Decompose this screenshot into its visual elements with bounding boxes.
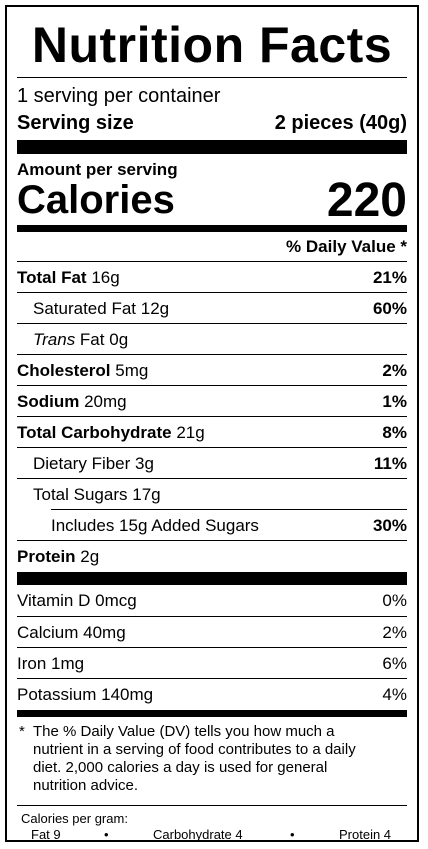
nutrient-row-trans-fat: Trans Fat 0g [17,325,407,354]
nutrient-amount: 17g [132,484,161,504]
vitamin-row-calcium: Calcium 40mg 2% [17,618,407,647]
cpg-bullet: • [290,827,295,842]
daily-value-header-row: % Daily Value * [17,234,407,260]
nutrient-name: Includes 15g Added Sugars [51,515,259,535]
vitamin-row-vitamin-d: Vitamin D 0mcg 0% [17,586,407,616]
divider-thick [17,140,407,154]
divider-thin [17,77,407,78]
daily-value-header: % Daily Value * [286,237,407,256]
nutrient-row-total-carbohydrate: Total Carbohydrate 21g 8% [17,418,407,447]
vitamin-name: Vitamin D [17,591,91,610]
nutrient-amount: 20mg [84,391,127,411]
divider-thin [17,805,407,806]
divider-thick [17,572,407,585]
nutrient-name: Total Sugars [33,484,128,504]
nutrient-row-added-sugars: Includes 15g Added Sugars 30% [17,511,407,540]
nutrient-dv: 60% [372,298,407,318]
divider-medium [17,225,407,232]
cpg-fat: Fat 9 [31,827,61,842]
amount-per-serving-label: Amount per serving [17,160,178,179]
vitamin-dv: 2% [382,622,407,642]
divider-thin [17,447,407,448]
nutrient-row-total-fat: Total Fat 16g 21% [17,263,407,292]
nutrient-amount: 3g [135,453,154,473]
servings-row: 1 serving per container [17,83,407,109]
nutrient-dv: 11% [373,453,407,473]
calories-row: Calories 220 [17,174,407,227]
nutrient-name: Cholesterol [17,360,111,380]
nutrient-amount: 12g [140,298,170,318]
nutrient-name: Fat [75,329,105,349]
nutrient-row-dietary-fiber: Dietary Fiber 3g 11% [17,449,407,478]
nutrient-amount: 16g [91,267,120,287]
divider-medium [17,710,407,717]
vitamin-row-iron: Iron 1mg 6% [17,649,407,678]
nutrient-row-sodium: Sodium 20mg 1% [17,387,407,416]
vitamin-name: Iron [17,653,47,673]
label-title: Nutrition Facts [31,17,393,73]
vitamin-amount: 140mg [101,684,154,704]
vitamin-name: Calcium [17,622,79,642]
nutrient-amount: 0g [109,329,129,349]
vitamin-amount: 1mg [51,653,85,673]
label-inner: Nutrition Facts 1 serving per container … [17,7,407,843]
nutrient-dv: 8% [382,422,407,442]
nutrient-dv: 21% [372,267,407,287]
divider-thin [17,385,407,386]
vitamin-amount: 0mcg [95,591,137,610]
calories-label: Calories [17,177,175,222]
calories-per-gram-label-row: Calories per gram: [17,811,407,827]
serving-size-label: Serving size [17,111,134,134]
vitamin-dv: 6% [382,653,407,673]
nutrient-row-total-sugars: Total Sugars 17g [17,480,407,509]
nutrient-dv: 2% [382,360,407,380]
vitamin-dv: 0% [382,591,407,610]
divider-thin [17,261,407,262]
nutrient-amount: 21g [176,422,205,442]
nutrient-name: Sodium [17,391,80,411]
divider-thin [17,540,407,541]
divider-thin [17,416,407,417]
divider-thin [17,354,407,355]
servings-per-container: 1 serving per container [17,84,221,107]
amount-per-serving-row: Amount per serving [17,159,407,181]
divider-thin [17,647,407,648]
divider-thin [17,616,407,617]
cpg-carbohydrate: Carbohydrate 4 [153,827,243,842]
vitamin-name: Potassium [17,684,97,704]
footnote-text: The % Daily Value (DV) tells you how muc… [33,723,356,794]
nutrient-amount: 5mg [115,360,149,380]
daily-value-footnote: * The % Daily Value (DV) tells you how m… [17,723,407,799]
divider-thin [17,323,407,324]
nutrient-row-saturated-fat: Saturated Fat 12g 60% [17,294,407,323]
nutrient-name: Total Carbohydrate [17,422,172,442]
nutrient-name: Saturated Fat [33,298,137,318]
vitamin-row-potassium: Potassium 140mg 4% [17,680,407,709]
calories-per-gram-values: Fat 9 • Carbohydrate 4 • Protein 4 [17,827,407,843]
nutrient-dv: 1% [382,391,407,411]
nutrient-name-italic: Trans [33,329,76,349]
divider-thin [17,678,407,679]
nutrient-name: Total Fat [17,267,87,287]
nutrient-row-cholesterol: Cholesterol 5mg 2% [17,356,407,385]
divider-thin-indented [51,509,407,510]
serving-size-row: Serving size 2 pieces (40g) [17,109,407,137]
nutrient-amount: 2g [80,546,100,566]
nutrient-name: Protein [17,546,76,566]
divider-thin [17,292,407,293]
nutrient-name: Dietary Fiber [33,453,131,473]
divider-thin [17,478,407,479]
nutrient-dv: 30% [372,515,407,535]
vitamin-dv: 4% [382,684,407,704]
nutrition-facts-label: Nutrition Facts 1 serving per container … [5,5,419,842]
footnote-asterisk: * [19,723,25,740]
cpg-protein: Protein 4 [339,827,392,842]
calories-value: 220 [326,173,407,227]
serving-size-value: 2 pieces (40g) [274,111,407,134]
cpg-bullet: • [104,827,109,842]
calories-per-gram-label: Calories per gram: [21,811,128,826]
nutrient-row-protein: Protein 2g [17,542,407,571]
vitamin-amount: 40mg [83,622,126,642]
